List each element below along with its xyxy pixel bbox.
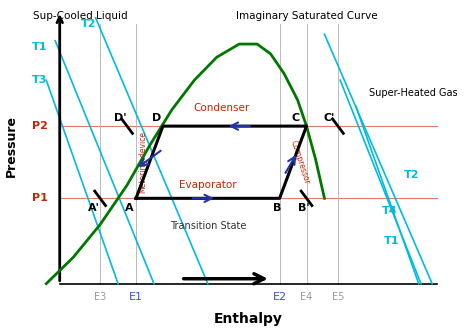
Text: Sup-Cooled Liquid: Sup-Cooled Liquid xyxy=(33,11,127,21)
Text: D': D' xyxy=(114,113,127,123)
Text: A': A' xyxy=(87,203,100,213)
Text: E3: E3 xyxy=(94,292,106,302)
Text: Transition State: Transition State xyxy=(170,221,246,231)
Text: T2: T2 xyxy=(81,20,97,29)
Text: T1: T1 xyxy=(32,42,47,52)
Text: Compressor: Compressor xyxy=(289,139,311,185)
Text: E2: E2 xyxy=(273,292,287,302)
Text: Evaporator: Evaporator xyxy=(179,180,237,190)
Text: Metering-device: Metering-device xyxy=(138,131,147,193)
Text: E1: E1 xyxy=(129,292,143,302)
Text: Super-Heated Gas: Super-Heated Gas xyxy=(369,88,458,98)
Text: E4: E4 xyxy=(301,292,313,302)
Text: C': C' xyxy=(323,113,335,123)
Text: D: D xyxy=(152,113,161,123)
Text: Enthalpy: Enthalpy xyxy=(214,312,283,326)
Text: Imaginary Saturated Curve: Imaginary Saturated Curve xyxy=(236,11,377,21)
Text: P2: P2 xyxy=(32,121,47,131)
Text: E5: E5 xyxy=(332,292,344,302)
Text: Condenser: Condenser xyxy=(193,103,249,113)
Text: T4: T4 xyxy=(382,207,397,216)
Text: P1: P1 xyxy=(32,193,47,203)
Text: T1: T1 xyxy=(384,236,400,246)
Text: T3: T3 xyxy=(32,75,47,85)
Text: A: A xyxy=(125,203,134,213)
Text: C: C xyxy=(291,113,300,123)
Text: Pressure: Pressure xyxy=(5,115,18,177)
Text: T2: T2 xyxy=(404,170,419,180)
Text: B: B xyxy=(273,203,282,213)
Text: B': B' xyxy=(299,203,310,213)
